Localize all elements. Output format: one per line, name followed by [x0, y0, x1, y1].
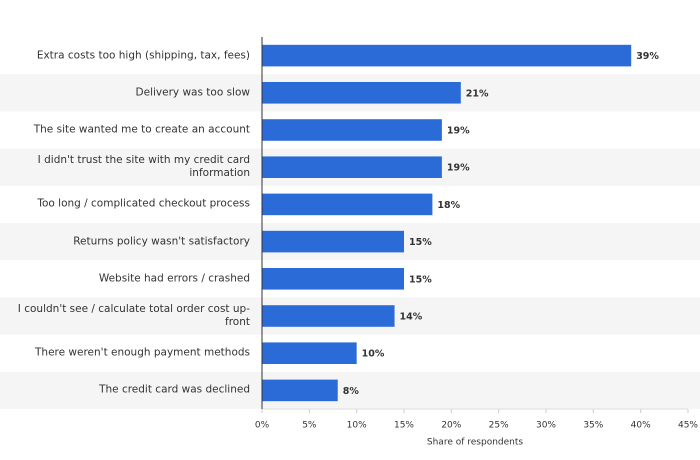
x-tick-label: 15%: [394, 421, 414, 431]
x-axis-label: Share of respondents: [427, 438, 524, 448]
value-label: 15%: [409, 274, 432, 285]
bar: [262, 119, 442, 141]
y-tick-label: The site wanted me to create an account: [33, 123, 250, 136]
x-tick-label: 35%: [583, 421, 603, 431]
x-tick-label: 25%: [489, 421, 509, 431]
row-stripe: [0, 371, 700, 409]
value-label: 19%: [447, 126, 470, 137]
bar: [262, 193, 433, 216]
value-label: 14%: [400, 312, 423, 323]
x-tick-label: 10%: [347, 421, 367, 431]
y-tick-label: Too long / complicated checkout process: [37, 197, 250, 210]
y-tick-label: I didn't trust the site with my credit c…: [37, 154, 250, 180]
bar: [262, 268, 404, 290]
bar: [262, 44, 632, 67]
y-tick-label: Returns policy wasn't satisfactory: [73, 235, 250, 248]
y-tick-label: I couldn't see / calculate total order c…: [17, 303, 250, 328]
value-label: 10%: [362, 349, 385, 360]
bar: [262, 379, 338, 402]
value-label: 39%: [636, 51, 659, 62]
x-tick-label: 40%: [631, 421, 651, 431]
y-tick-label: Website had errors / crashed: [98, 272, 250, 285]
bar: [262, 342, 357, 364]
x-tick-label: 45%: [678, 421, 698, 431]
value-label: 15%: [409, 237, 432, 248]
bar: [262, 82, 461, 104]
y-tick-label: Extra costs too high (shipping, tax, fee…: [36, 49, 250, 62]
bar: [262, 156, 442, 178]
y-tick-label: Delivery was too slow: [135, 86, 250, 99]
value-label: 8%: [343, 386, 360, 397]
x-tick-label: 5%: [302, 421, 317, 431]
y-tick-label: The credit card was declined: [99, 383, 250, 396]
x-tick-label: 30%: [536, 421, 556, 431]
bar: [262, 230, 404, 253]
y-tick-label: There weren't enough payment methods: [35, 346, 250, 359]
value-label: 19%: [447, 163, 470, 174]
value-label: 18%: [437, 200, 460, 211]
x-tick-label: 20%: [441, 421, 461, 431]
value-label: 21%: [466, 88, 489, 99]
bar: [262, 305, 395, 327]
x-tick-label: 0%: [255, 421, 270, 431]
